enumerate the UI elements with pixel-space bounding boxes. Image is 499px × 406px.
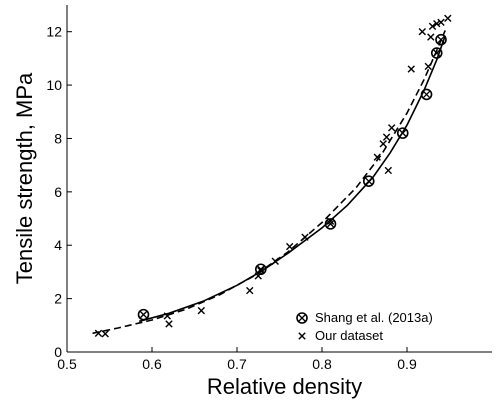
dataset-point <box>286 242 294 251</box>
y-tick-label: 6 <box>54 184 62 200</box>
dataset-point <box>257 266 265 275</box>
dataset-point <box>163 312 171 320</box>
y-tick-label: 0 <box>54 344 62 360</box>
legend-marker-shang <box>296 312 308 324</box>
dataset-point <box>444 14 452 23</box>
shang-point <box>420 88 433 101</box>
plot-area <box>67 5 492 352</box>
dataset-point <box>301 233 309 241</box>
legend-marker-dataset <box>298 332 306 340</box>
x-tick-label: 0.9 <box>397 356 417 372</box>
legend-label-shang: Shang et al. (2013a) <box>315 310 433 325</box>
dataset-point <box>437 18 445 27</box>
shang-point <box>396 127 409 139</box>
plot-background <box>67 5 492 352</box>
y-tick-label: 4 <box>54 237 62 253</box>
dataset-point <box>407 65 415 73</box>
dataset-point <box>271 257 279 265</box>
y-tick-label: 12 <box>46 24 62 40</box>
x-tick-label: 0.7 <box>227 356 247 372</box>
legend-label-dataset: Our dataset <box>315 328 383 343</box>
axes: 0.5 0.6 0.7 0.8 0.9 0 2 4 6 8 10 12 <box>46 5 492 372</box>
shang-point <box>137 308 150 321</box>
y-axis-title: Tensile strength, MPa <box>12 72 37 284</box>
dataset-point <box>326 217 335 225</box>
y-tick-label: 2 <box>54 291 62 307</box>
dataset-point <box>246 286 254 295</box>
dataset-point <box>433 19 441 28</box>
dataset-point <box>379 140 387 148</box>
legend: Shang et al. (2013a) Our dataset <box>296 310 433 343</box>
dataset-point <box>197 306 205 315</box>
x-tick-label: 0.5 <box>57 356 77 372</box>
dataset-point <box>384 166 392 175</box>
dataset-point <box>382 133 391 141</box>
dataset-point <box>427 33 435 41</box>
dataset-point <box>428 22 437 31</box>
dataset-point <box>254 272 262 280</box>
y-tick-label: 10 <box>46 77 62 93</box>
shang-point <box>324 218 337 230</box>
dataset-point <box>165 320 173 328</box>
dataset-point <box>388 124 396 132</box>
data-markers <box>94 14 452 338</box>
x-tick-label: 0.6 <box>142 356 162 372</box>
dataset-point <box>94 329 103 338</box>
dataset-point <box>373 153 381 161</box>
dataset-point <box>418 27 426 36</box>
dataset-point <box>424 62 432 71</box>
shang-point <box>362 175 375 187</box>
x-tick-label: 0.8 <box>312 356 332 372</box>
y-tick-label: 8 <box>54 130 62 146</box>
x-axis-title: Relative density <box>207 374 362 399</box>
shang-point <box>430 47 443 59</box>
shang-point <box>435 33 447 46</box>
dataset-point <box>101 330 109 338</box>
